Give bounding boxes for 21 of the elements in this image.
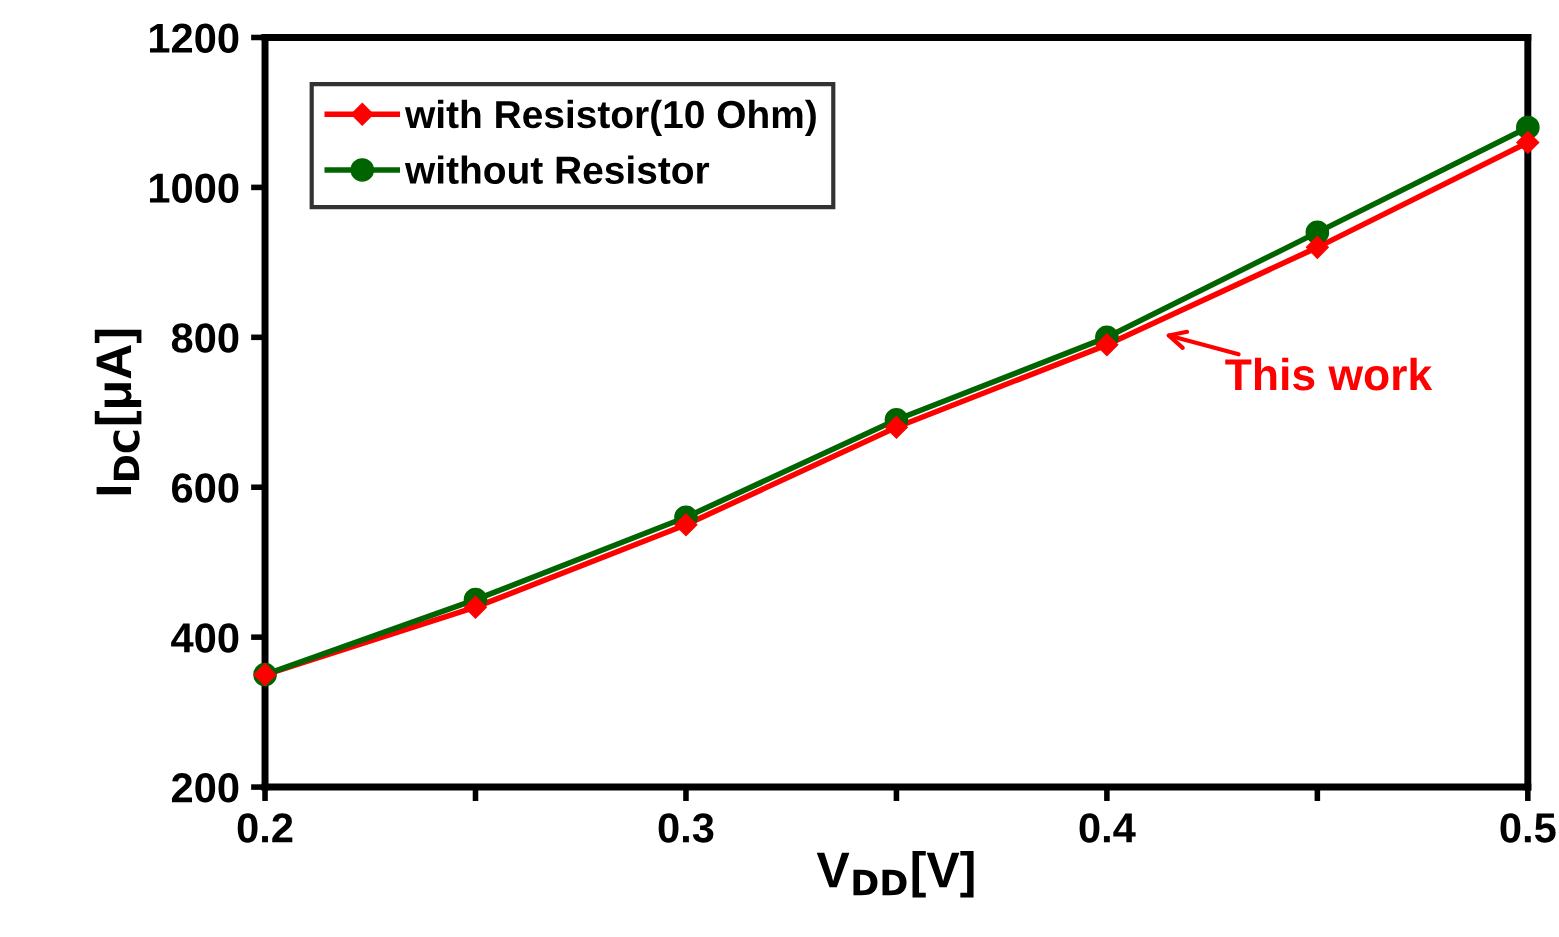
point	[674, 513, 698, 537]
y-tick-label: 1000	[149, 173, 239, 203]
y-tick-label: 1200	[149, 23, 239, 53]
y-tick-label: 200	[171, 773, 239, 803]
x-tick-label: 0.2	[237, 813, 293, 843]
x-tick-label: 0.3	[658, 813, 714, 843]
y-tick-label: 600	[172, 473, 239, 503]
point	[1305, 235, 1329, 259]
x-axis-title: V$_{DD}$[V]	[816, 850, 974, 898]
legend-label: with Resistor(10 Ohm)	[404, 99, 816, 136]
y-tick-label: 400	[171, 623, 239, 653]
point	[1516, 130, 1540, 154]
y-axis-title: I$_{DC}$[μA]	[94, 329, 142, 495]
point	[1095, 333, 1119, 357]
point	[884, 415, 908, 439]
y-tick-label: 800	[171, 323, 239, 353]
x-tick-label: 0.5	[1500, 813, 1556, 843]
legend-label: without Resistor	[404, 155, 710, 184]
x-tick-label: 0.4	[1079, 813, 1136, 843]
point	[463, 595, 487, 619]
annotation: This work	[1225, 357, 1433, 391]
